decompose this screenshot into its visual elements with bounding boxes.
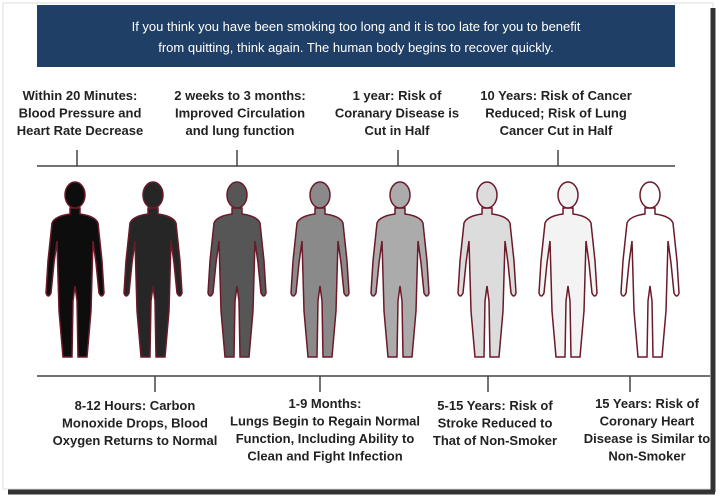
milestone-label: Stroke Reduced to bbox=[438, 416, 553, 431]
milestone-label: Reduced; Risk of Lung bbox=[485, 106, 627, 121]
milestone-label: Cut in Half bbox=[365, 123, 431, 138]
silhouette bbox=[207, 181, 267, 358]
milestone-label: Blood Pressure and bbox=[19, 106, 142, 121]
page-frame bbox=[2, 2, 714, 490]
silhouette-head bbox=[557, 181, 579, 209]
silhouette bbox=[620, 181, 680, 358]
silhouette-body bbox=[370, 207, 430, 358]
milestone-label: Cancer Cut in Half bbox=[500, 123, 613, 138]
milestone-label: Function, Including Ability to bbox=[236, 431, 415, 446]
silhouette-head bbox=[639, 181, 661, 209]
milestone-label: Heart Rate Decrease bbox=[17, 123, 143, 138]
silhouette-body bbox=[290, 207, 350, 358]
milestone-label: 15 Years: Risk of bbox=[595, 396, 699, 411]
milestone-label: 2 weeks to 3 months: bbox=[174, 88, 305, 103]
silhouette-head bbox=[389, 181, 411, 209]
milestone-label: 8-12 Hours: Carbon bbox=[75, 398, 196, 413]
milestone-label: Oxygen Returns to Normal bbox=[53, 433, 218, 448]
silhouette bbox=[290, 181, 350, 358]
milestone-label: Improved Circulation bbox=[175, 106, 305, 121]
banner-text: from quitting, think again. The human bo… bbox=[158, 40, 554, 55]
milestone-label: Disease is Similar to bbox=[584, 431, 711, 446]
silhouette-body bbox=[620, 207, 680, 358]
silhouette-head bbox=[226, 181, 248, 209]
silhouette-body bbox=[538, 207, 598, 358]
silhouette-head bbox=[142, 181, 164, 209]
silhouette-head bbox=[309, 181, 331, 209]
milestone-label: Coranary Disease is bbox=[335, 106, 459, 121]
banner bbox=[37, 5, 675, 67]
silhouette-body bbox=[45, 207, 105, 358]
milestone-label: 1-9 Months: bbox=[289, 396, 362, 411]
milestone-label: That of Non-Smoker bbox=[433, 433, 557, 448]
milestone-label: Non-Smoker bbox=[608, 449, 685, 464]
silhouette-body bbox=[457, 207, 517, 358]
silhouette bbox=[457, 181, 517, 358]
milestone-label: Lungs Begin to Regain Normal bbox=[230, 414, 420, 429]
milestone-label: Within 20 Minutes: bbox=[23, 88, 138, 103]
milestone-label: Monoxide Drops, Blood bbox=[62, 416, 208, 431]
milestone-label: 10 Years: Risk of Cancer bbox=[480, 88, 632, 103]
silhouette-head bbox=[476, 181, 498, 209]
silhouette bbox=[370, 181, 430, 358]
milestone-label: 1 year: Risk of bbox=[353, 88, 443, 103]
milestone-label: and lung function bbox=[185, 123, 294, 138]
silhouette bbox=[538, 181, 598, 358]
silhouette-head bbox=[64, 181, 86, 209]
milestone-label: 5-15 Years: Risk of bbox=[437, 398, 553, 413]
silhouette bbox=[123, 181, 183, 358]
milestone-label: Clean and Fight Infection bbox=[247, 449, 402, 464]
silhouette-body bbox=[207, 207, 267, 358]
milestone-label: Coronary Heart bbox=[600, 414, 695, 429]
banner-text: If you think you have been smoking too l… bbox=[132, 19, 581, 34]
silhouette bbox=[45, 181, 105, 358]
silhouette-body bbox=[123, 207, 183, 358]
